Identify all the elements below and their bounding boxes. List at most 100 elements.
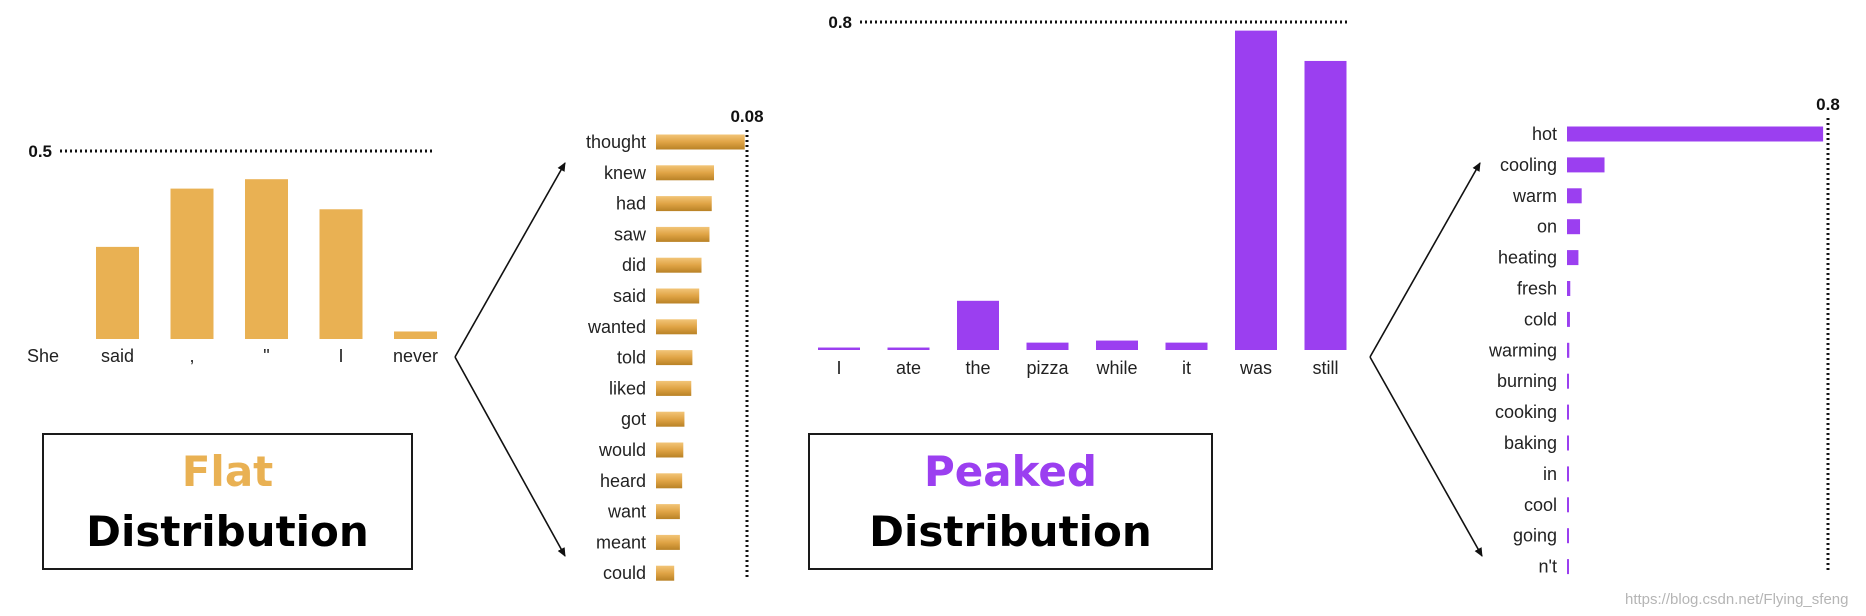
bar bbox=[656, 226, 710, 242]
bar bbox=[1304, 60, 1347, 350]
category-label: thought bbox=[586, 132, 646, 152]
bar bbox=[656, 165, 715, 181]
bar bbox=[1096, 340, 1138, 350]
bar bbox=[656, 288, 700, 304]
category-label: She bbox=[27, 346, 59, 366]
category-label: knew bbox=[604, 163, 647, 183]
bar bbox=[170, 188, 214, 339]
category-label: warm bbox=[1512, 186, 1557, 206]
category-label: n't bbox=[1539, 557, 1557, 577]
category-label: never bbox=[393, 346, 438, 366]
bar bbox=[818, 347, 860, 350]
bar bbox=[319, 209, 363, 339]
bar bbox=[1567, 342, 1570, 358]
category-label: the bbox=[965, 358, 990, 378]
bar bbox=[1567, 188, 1582, 204]
flat-caption-subtitle: Distribution bbox=[86, 506, 369, 556]
category-label: cold bbox=[1524, 309, 1557, 329]
flat-fan-arrow-up bbox=[454, 162, 566, 358]
category-label: got bbox=[621, 409, 646, 429]
bar bbox=[656, 565, 675, 581]
category-label: I bbox=[338, 346, 343, 366]
bar bbox=[1026, 342, 1069, 350]
category-label: , bbox=[189, 346, 194, 366]
bar bbox=[656, 442, 684, 458]
bar bbox=[245, 179, 288, 339]
category-label: hot bbox=[1532, 124, 1557, 144]
bar bbox=[656, 411, 685, 427]
flat-next-word-chart: 0.08 thought knew had saw did said wanted told li… bbox=[586, 107, 764, 583]
category-label: told bbox=[617, 348, 646, 368]
category-label: still bbox=[1313, 358, 1339, 378]
reference-label: 0.5 bbox=[28, 142, 52, 161]
reference-label: 0.8 bbox=[828, 13, 852, 32]
bar bbox=[1567, 435, 1569, 451]
bar bbox=[1567, 250, 1579, 266]
category-label: fresh bbox=[1517, 279, 1557, 299]
peaked-fan-arrows bbox=[1369, 162, 1483, 557]
category-label: it bbox=[1182, 358, 1191, 378]
peaked-fan-arrow-down bbox=[1369, 356, 1483, 557]
category-label: pizza bbox=[1026, 358, 1069, 378]
flat-distribution-caption: Flat Distribution bbox=[42, 433, 413, 570]
bar bbox=[656, 534, 680, 550]
bar bbox=[656, 134, 745, 150]
category-label: burning bbox=[1497, 371, 1557, 391]
category-label: warming bbox=[1488, 340, 1557, 360]
flat-fan-arrow-down bbox=[454, 356, 566, 557]
peaked-fan-arrow-up bbox=[1369, 162, 1481, 358]
bar bbox=[1567, 528, 1569, 544]
bar bbox=[1567, 311, 1570, 327]
peaked-caption-title: Peaked bbox=[924, 446, 1097, 496]
category-label: baking bbox=[1504, 433, 1557, 453]
category-label: heating bbox=[1498, 248, 1557, 268]
reference-label: 0.8 bbox=[1816, 95, 1840, 114]
category-label: going bbox=[1513, 526, 1557, 546]
category-label: ate bbox=[896, 358, 921, 378]
bar bbox=[1235, 30, 1277, 351]
bar bbox=[1567, 497, 1569, 513]
category-label: wanted bbox=[587, 317, 646, 337]
peaked-distribution-caption: Peaked Distribution bbox=[808, 433, 1213, 570]
category-label: " bbox=[263, 346, 269, 366]
bar bbox=[1567, 466, 1569, 482]
bar bbox=[887, 347, 930, 350]
category-label: want bbox=[607, 502, 646, 522]
bar bbox=[656, 504, 680, 520]
bar bbox=[957, 300, 999, 350]
category-label: cooking bbox=[1495, 402, 1557, 422]
category-label: would bbox=[598, 440, 646, 460]
bar bbox=[96, 246, 139, 339]
category-label: said bbox=[101, 346, 134, 366]
category-label: was bbox=[1239, 358, 1272, 378]
bar bbox=[394, 331, 437, 339]
watermark: https://blog.csdn.net/Flying_sfeng bbox=[1625, 591, 1849, 608]
bar bbox=[656, 350, 693, 366]
category-label: liked bbox=[609, 378, 646, 398]
reference-label: 0.08 bbox=[730, 107, 763, 126]
bar bbox=[656, 196, 712, 212]
category-label: could bbox=[603, 563, 646, 583]
category-label: on bbox=[1537, 217, 1557, 237]
category-label: in bbox=[1543, 464, 1557, 484]
category-label: heard bbox=[600, 471, 646, 491]
flat-caption-title: Flat bbox=[181, 446, 274, 496]
category-label: cool bbox=[1524, 495, 1557, 515]
category-label: while bbox=[1095, 358, 1137, 378]
category-label: meant bbox=[596, 532, 646, 552]
flat-fan-arrows bbox=[454, 162, 566, 557]
bar bbox=[656, 473, 683, 489]
bar bbox=[1567, 157, 1605, 173]
bar bbox=[1567, 559, 1569, 575]
category-label: did bbox=[622, 255, 646, 275]
category-label: I bbox=[836, 358, 841, 378]
bar bbox=[1567, 373, 1569, 389]
bar bbox=[656, 319, 697, 335]
bar bbox=[1567, 126, 1824, 142]
bar bbox=[1165, 342, 1208, 350]
bar bbox=[1567, 219, 1581, 235]
bar bbox=[1567, 404, 1569, 420]
peaked-context-chart: 0.8 I ate the pizza while it was still bbox=[818, 13, 1348, 378]
bar bbox=[1567, 281, 1571, 296]
